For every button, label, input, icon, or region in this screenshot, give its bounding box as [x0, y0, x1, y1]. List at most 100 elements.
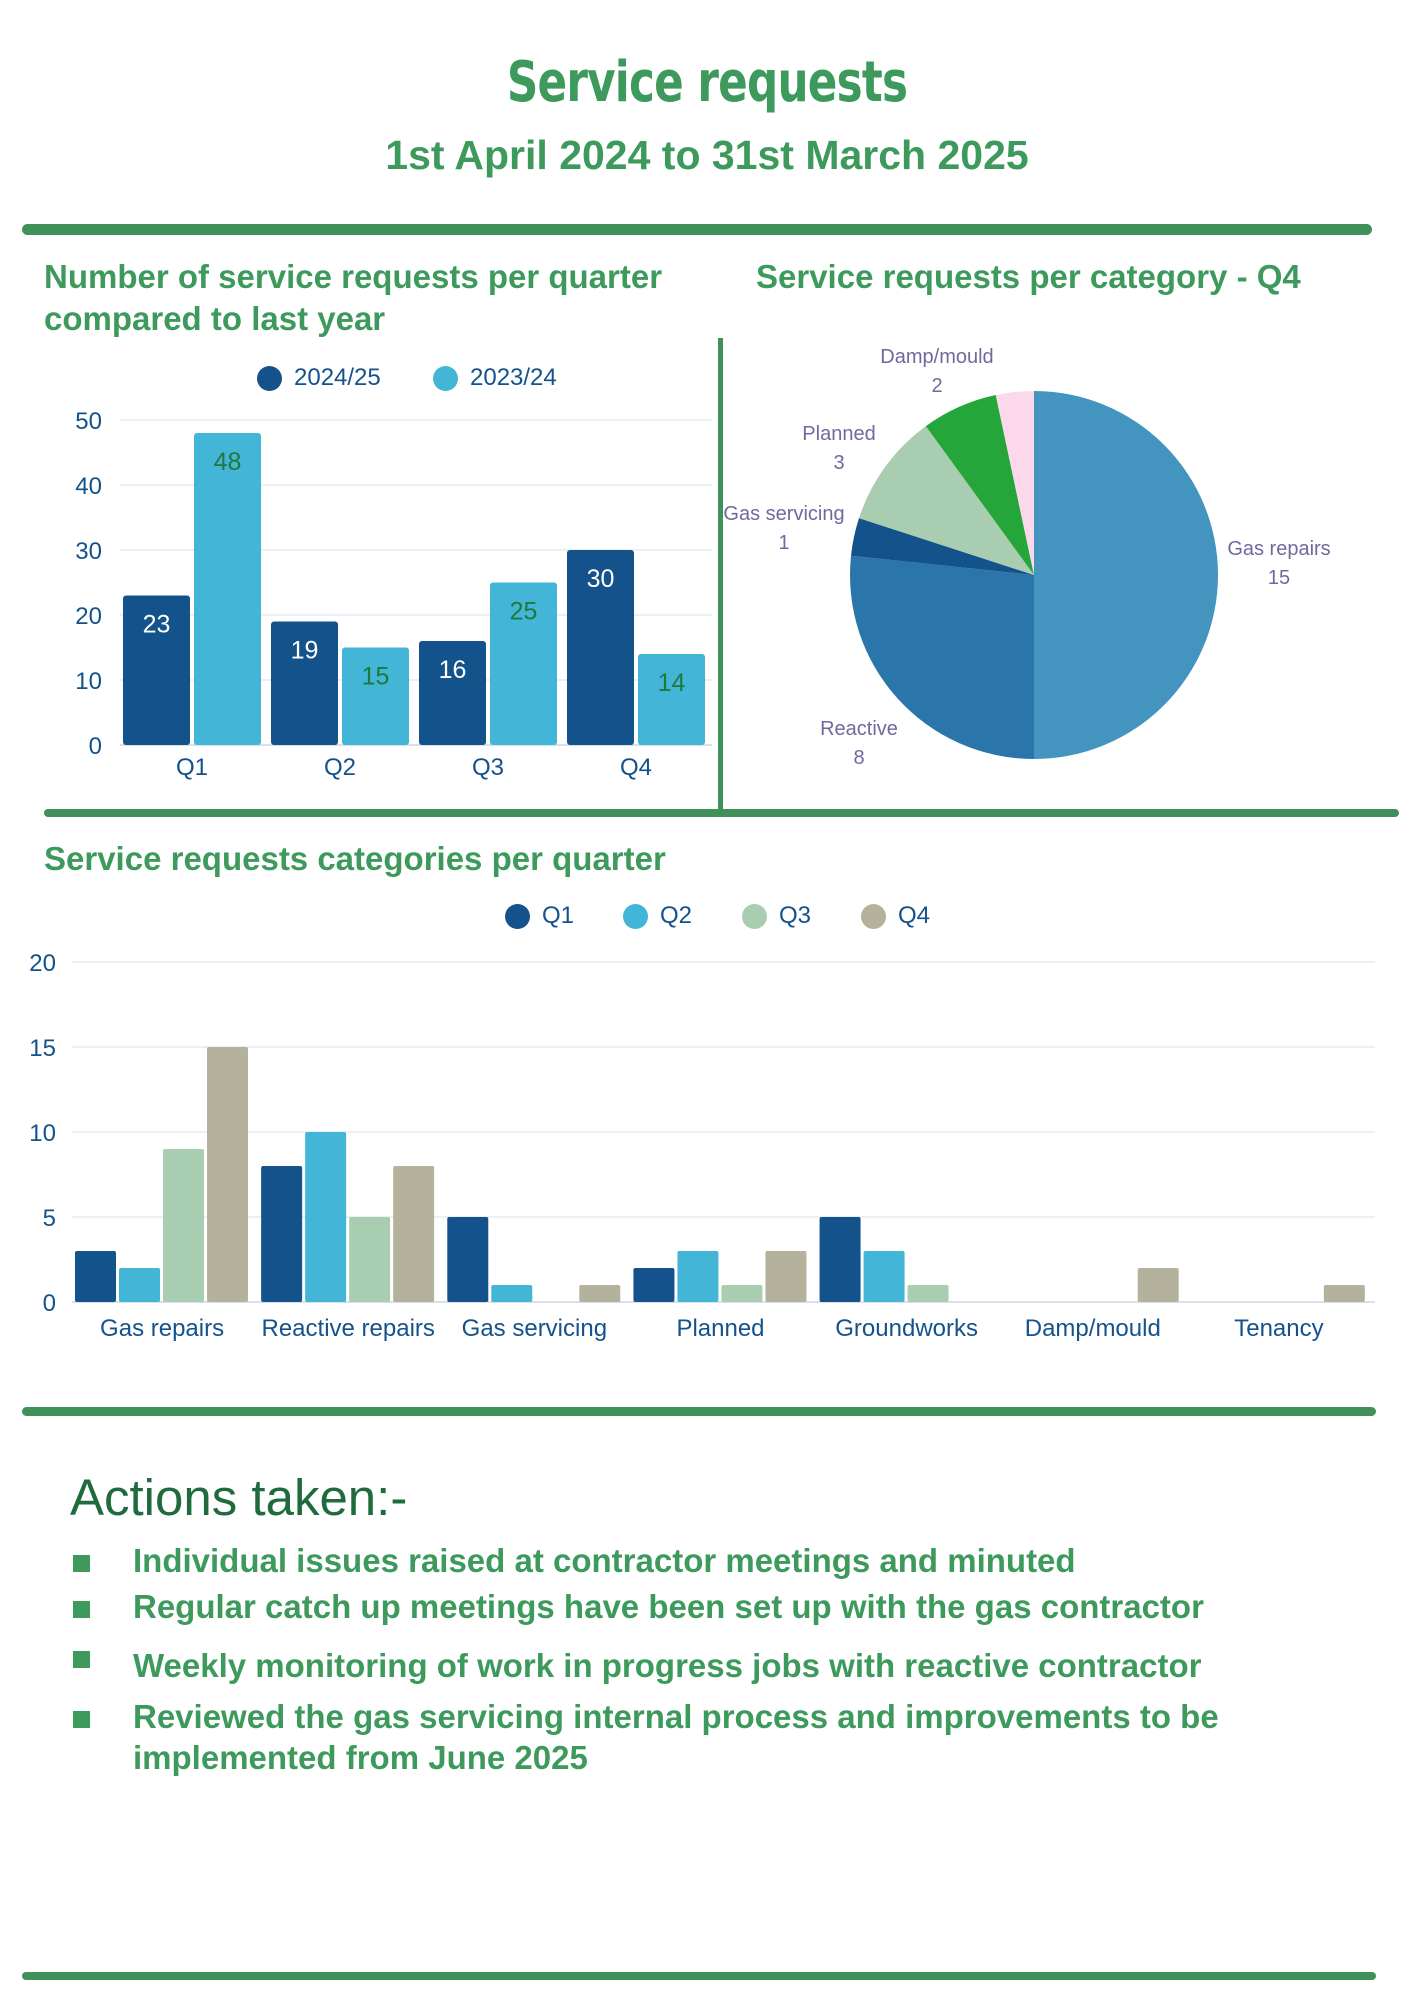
y-tick-label: 20	[29, 950, 56, 977]
legend-item-2023-24: 2023/24	[433, 364, 557, 392]
action-text: Reviewed the gas servicing internal proc…	[133, 1698, 1219, 1776]
y-tick-label: 0	[89, 733, 102, 760]
bar	[633, 1268, 675, 1302]
x-tick-label: Q4	[620, 754, 652, 781]
x-tick-label: Gas servicing	[462, 1315, 607, 1342]
y-tick-label: 5	[43, 1205, 56, 1232]
action-item: Individual issues raised at contractor m…	[70, 1540, 1370, 1581]
action-text: Individual issues raised at contractor m…	[133, 1542, 1076, 1579]
square-bullet-icon	[73, 1651, 90, 1668]
bar	[677, 1251, 719, 1302]
data-label: 16	[439, 656, 467, 684]
page-title: Service requests	[506, 50, 908, 115]
bar	[579, 1285, 621, 1302]
pie-slice-label: Gas repairs	[1227, 538, 1330, 560]
bar	[119, 1268, 160, 1302]
categories-bar-chart: 0 5 10 15 20 Gas repairs Reactive repairs Gas s…	[29, 950, 1375, 1342]
legend-swatch-q2	[623, 903, 648, 929]
pie-slice-value: 8	[853, 747, 864, 769]
bar	[567, 550, 634, 745]
data-label: 25	[510, 598, 538, 626]
bar	[1323, 1285, 1365, 1302]
pie-slice-label: Damp/mould	[880, 346, 993, 368]
bar	[305, 1132, 347, 1302]
bar	[194, 433, 261, 745]
pie-slice	[859, 426, 1034, 575]
legend-swatch-q3	[742, 903, 767, 929]
middle-divider	[44, 809, 1399, 817]
pie-slice	[851, 518, 1034, 575]
middle-vertical-divider	[718, 338, 723, 810]
y-tick-label: 50	[75, 408, 102, 435]
pie-slice	[850, 555, 1034, 759]
bar	[491, 1285, 533, 1302]
bar	[819, 1217, 861, 1302]
bar	[75, 1251, 116, 1302]
x-tick-label: Q2	[324, 754, 356, 781]
legend-label-q1: Q1	[542, 902, 575, 929]
x-tick-label: Groundworks	[835, 1315, 978, 1342]
data-label: 48	[214, 448, 242, 476]
data-label: 19	[291, 637, 319, 665]
lower-divider	[22, 1407, 1376, 1416]
pie-slice-value: 15	[1268, 567, 1290, 589]
data-label: 15	[362, 663, 390, 691]
legend-item-q3: Q3	[742, 902, 811, 930]
bar	[863, 1251, 905, 1302]
legend-swatch-2024-25	[257, 365, 282, 391]
data-label: 14	[658, 669, 686, 697]
action-item: Regular catch up meetings have been set …	[70, 1586, 1370, 1627]
page-subtitle: 1st April 2024 to 31st March 2025	[385, 132, 1029, 178]
bar	[261, 1166, 303, 1302]
x-tick-label: Q3	[472, 754, 504, 781]
square-bullet-icon	[73, 1711, 90, 1728]
y-tick-label: 10	[29, 1120, 56, 1147]
x-tick-label: Planned	[676, 1315, 764, 1342]
action-item: Weekly monitoring of work in progress jo…	[70, 1645, 1370, 1686]
pie-slice-label: Gas servicing	[723, 503, 844, 525]
legend-swatch-q4	[861, 903, 886, 929]
top-divider	[22, 224, 1372, 235]
legend-item-q4: Q4	[861, 902, 930, 930]
data-label: 30	[587, 565, 615, 593]
x-tick-label: Q1	[176, 754, 208, 781]
quarterly-heading-line-1: Number of service requests per quarter	[44, 258, 663, 295]
y-tick-label: 30	[75, 538, 102, 565]
quarterly-heading-line-2: compared to last year	[44, 300, 386, 337]
pie-slice	[995, 391, 1034, 575]
bar	[721, 1285, 763, 1302]
bar	[207, 1047, 248, 1302]
bar	[907, 1285, 949, 1302]
bar	[765, 1251, 807, 1302]
action-item: Reviewed the gas servicing internal proc…	[70, 1696, 1370, 1778]
pie-slice-value: 1	[778, 532, 789, 554]
legend-label-q4: Q4	[898, 902, 931, 929]
y-tick-label: 10	[75, 668, 102, 695]
bar	[349, 1217, 391, 1302]
bar	[419, 641, 486, 745]
square-bullet-icon	[73, 1555, 90, 1572]
x-tick-label: Reactive repairs	[262, 1315, 435, 1342]
y-tick-label: 0	[43, 1290, 56, 1317]
pie-slice	[925, 395, 1034, 575]
bar	[490, 582, 557, 745]
y-tick-label: 40	[75, 473, 102, 500]
pie-slice-value: 3	[833, 452, 844, 474]
actions-list: Individual issues raised at contractor m…	[70, 1540, 1370, 1778]
category-q4-heading: Service requests per category - Q4	[756, 258, 1301, 295]
bar	[1137, 1268, 1179, 1302]
legend-label-q3: Q3	[779, 902, 812, 929]
legend-label-2023-24: 2023/24	[470, 364, 557, 391]
bar	[163, 1149, 204, 1302]
x-tick-label: Damp/mould	[1025, 1315, 1161, 1342]
action-text: Regular catch up meetings have been set …	[133, 1588, 1204, 1625]
legend-swatch-2023-24	[433, 365, 458, 391]
quarterly-chart-heading: Number of service requests per quarter c…	[44, 256, 662, 340]
x-tick-label: Tenancy	[1234, 1315, 1323, 1342]
pie-slice-label: Planned	[802, 423, 875, 445]
categories-chart-heading: Service requests categories per quarter	[44, 840, 666, 877]
bottom-divider	[22, 1972, 1376, 1980]
bar	[123, 595, 190, 745]
bar	[393, 1166, 435, 1302]
actions-heading: Actions taken:-	[70, 1469, 408, 1526]
